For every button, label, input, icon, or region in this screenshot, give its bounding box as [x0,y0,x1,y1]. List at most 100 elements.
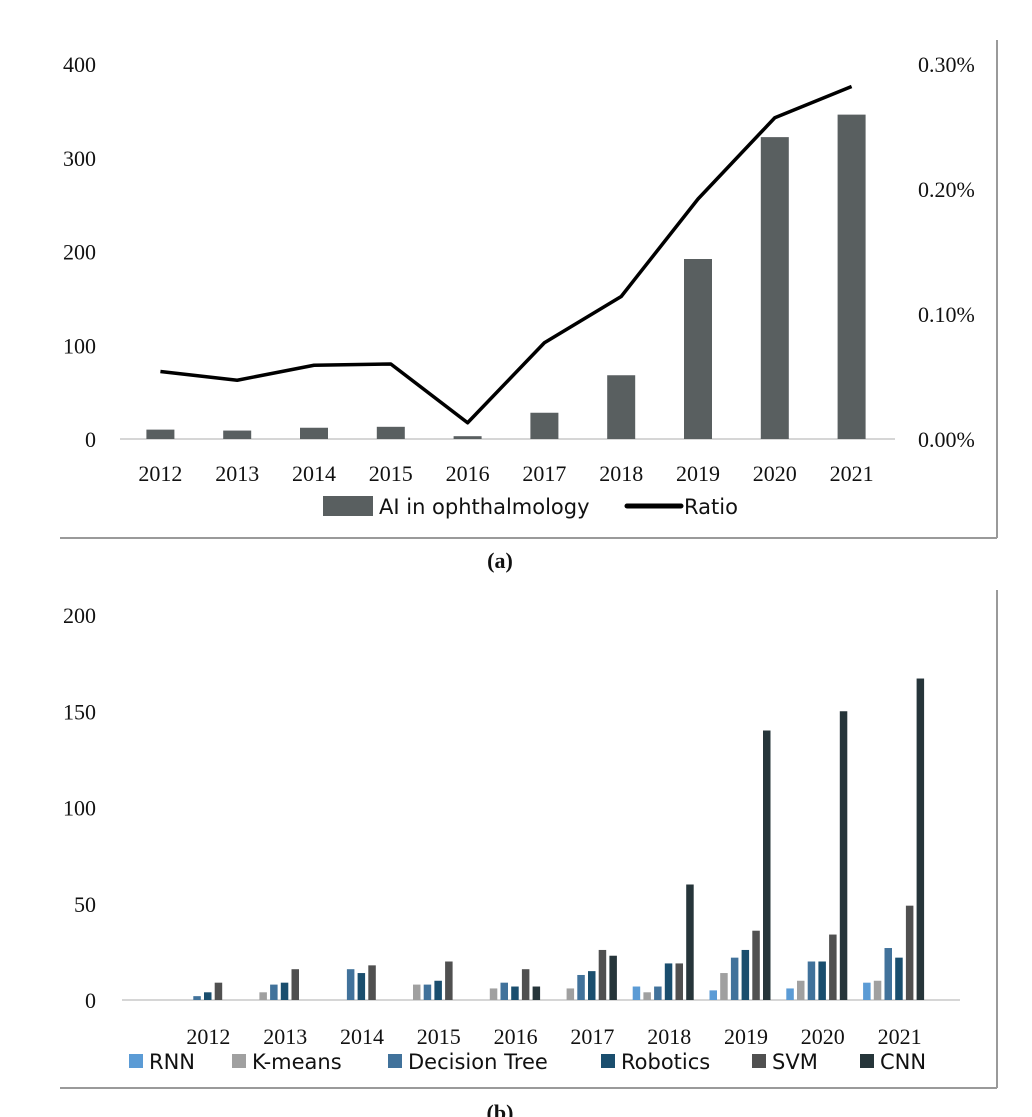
bar-robotics-2019 [741,949,750,1000]
y2-tick-label: 0.20% [918,177,975,202]
y-tick-label: 100 [63,796,96,821]
y-tick-label: 150 [63,699,96,724]
bar-cnn-2017 [609,955,617,1000]
panel-a-caption: (a) [487,548,513,573]
bar-decision-tree-2021 [884,948,892,1000]
x-tick-label: 2021 [878,1024,922,1049]
legend-swatch-robotics [601,1054,615,1068]
bar-rnn-2020 [786,988,794,1000]
x-tick-label: 2017 [570,1024,614,1049]
bar-decision-tree-2018 [654,986,662,1000]
x-tick-label: 2017 [522,461,566,486]
bar-k-means-2019 [720,973,728,1000]
legend-label-ratio: Ratio [684,495,738,519]
x-tick-label: 2016 [446,461,490,486]
bar-svm-2013 [291,969,299,1000]
panel-b: 0 50 100 150 200 2012 2013 2014 2015 2016 2017 201… [60,590,998,1117]
bar-k-means-2021 [873,980,882,1000]
x-tick-label: 2021 [830,461,874,486]
x-tick-label: 2020 [753,461,797,486]
y-tick-label: 400 [63,52,96,77]
bar-ai-ophthalmology-2016 [453,436,482,439]
y2-tick-label: 0.30% [918,52,975,77]
y-tick-label: 0 [85,988,96,1013]
legend-label-rnn: RNN [149,1050,195,1074]
bar-cnn-2019 [763,730,771,1000]
x-tick-label: 2012 [186,1024,230,1049]
bar-robotics-2012 [204,992,212,1000]
legend-label-ai-ophthalmology: AI in ophthalmology [379,495,590,519]
bar-svm-2018 [675,963,683,1000]
bar-svm-2014 [368,965,376,1000]
x-tick-label: 2020 [801,1024,845,1049]
bar-k-means-2015 [413,984,421,1000]
bar-svm-2020 [829,934,837,1000]
bar-ai-ophthalmology-2018 [607,375,636,439]
bar-ai-ophthalmology-2015 [376,426,405,439]
bar-svm-2012 [214,982,223,1000]
x-tick-label: 2018 [647,1024,691,1049]
bar-cnn-2020 [839,711,848,1000]
y-tick-label: 200 [63,240,96,265]
x-tick-label: 2018 [599,461,643,486]
bar-ai-ophthalmology-2021 [837,114,866,439]
bar-robotics-2016 [511,986,519,1000]
legend-label-k-means: K-means [252,1050,342,1074]
x-tick-label: 2013 [215,461,259,486]
x-tick-label: 2015 [369,461,413,486]
x-tick-label: 2016 [494,1024,538,1049]
bar-decision-tree-2020 [807,961,816,1000]
legend-swatch-rnn [129,1054,143,1068]
bar-svm-2016 [521,969,530,1000]
x-tick-label: 2012 [138,461,182,486]
x-tick-label: 2014 [292,461,336,486]
x-tick-label: 2013 [263,1024,307,1049]
bar-robotics-2013 [280,982,289,1000]
y-tick-label: 100 [63,333,96,358]
bar-robotics-2021 [895,957,903,1000]
bar-k-means-2017 [566,988,575,1000]
y-tick-label: 50 [74,892,96,917]
bar-robotics-2018 [664,963,673,1000]
bar-robotics-2014 [357,973,366,1000]
legend-swatch-cnn [860,1054,874,1068]
panel-b-caption: (b) [487,1100,514,1117]
bar-svm-2017 [598,949,607,1000]
bar-robotics-2017 [588,971,596,1000]
panel-a: 0 100 200 300 400 0.00% 0.10% 0.20% 0.30% 2012 2… [60,40,998,573]
ratio-line [160,84,853,425]
bar-rnn-2019 [709,990,717,1000]
bar-cnn-2018 [686,884,694,1000]
bar-robotics-2020 [818,961,826,1000]
bar-ai-ophthalmology-2020 [760,137,789,439]
bar-cnn-2021 [916,678,925,1000]
legend-label-decision-tree: Decision Tree [408,1050,548,1074]
bar-ai-ophthalmology-2019 [684,259,712,439]
x-tick-label: 2019 [676,461,720,486]
x-tick-label: 2015 [417,1024,461,1049]
legend-label-cnn: CNN [880,1050,926,1074]
bar-ai-ophthalmology-2012 [146,429,175,439]
bar-decision-tree-2016 [500,982,508,1000]
bar-ai-ophthalmology-2014 [300,427,328,439]
legend-swatch-ai-ophthalmology [323,496,373,516]
bar-svm-2015 [445,961,453,1000]
bar-ai-ophthalmology-2013 [223,430,252,439]
bar-robotics-2015 [434,980,442,1000]
bar-cnn-2016 [532,986,541,1000]
bar-k-means-2020 [797,980,805,1000]
legend-label-svm: SVM [772,1050,818,1074]
bar-rnn-2018 [632,986,641,1000]
bar-k-means-2013 [259,992,267,1000]
bar-k-means-2018 [643,992,651,1000]
y2-tick-label: 0.00% [918,427,975,452]
legend-swatch-svm [752,1054,766,1068]
bar-decision-tree-2012 [193,996,201,1000]
bar-ai-ophthalmology-2017 [530,412,559,439]
bar-rnn-2021 [863,982,871,1000]
bar-svm-2019 [752,930,760,1000]
y-tick-label: 300 [63,146,96,171]
bar-svm-2021 [905,905,914,1000]
y2-tick-label: 0.10% [918,302,975,327]
